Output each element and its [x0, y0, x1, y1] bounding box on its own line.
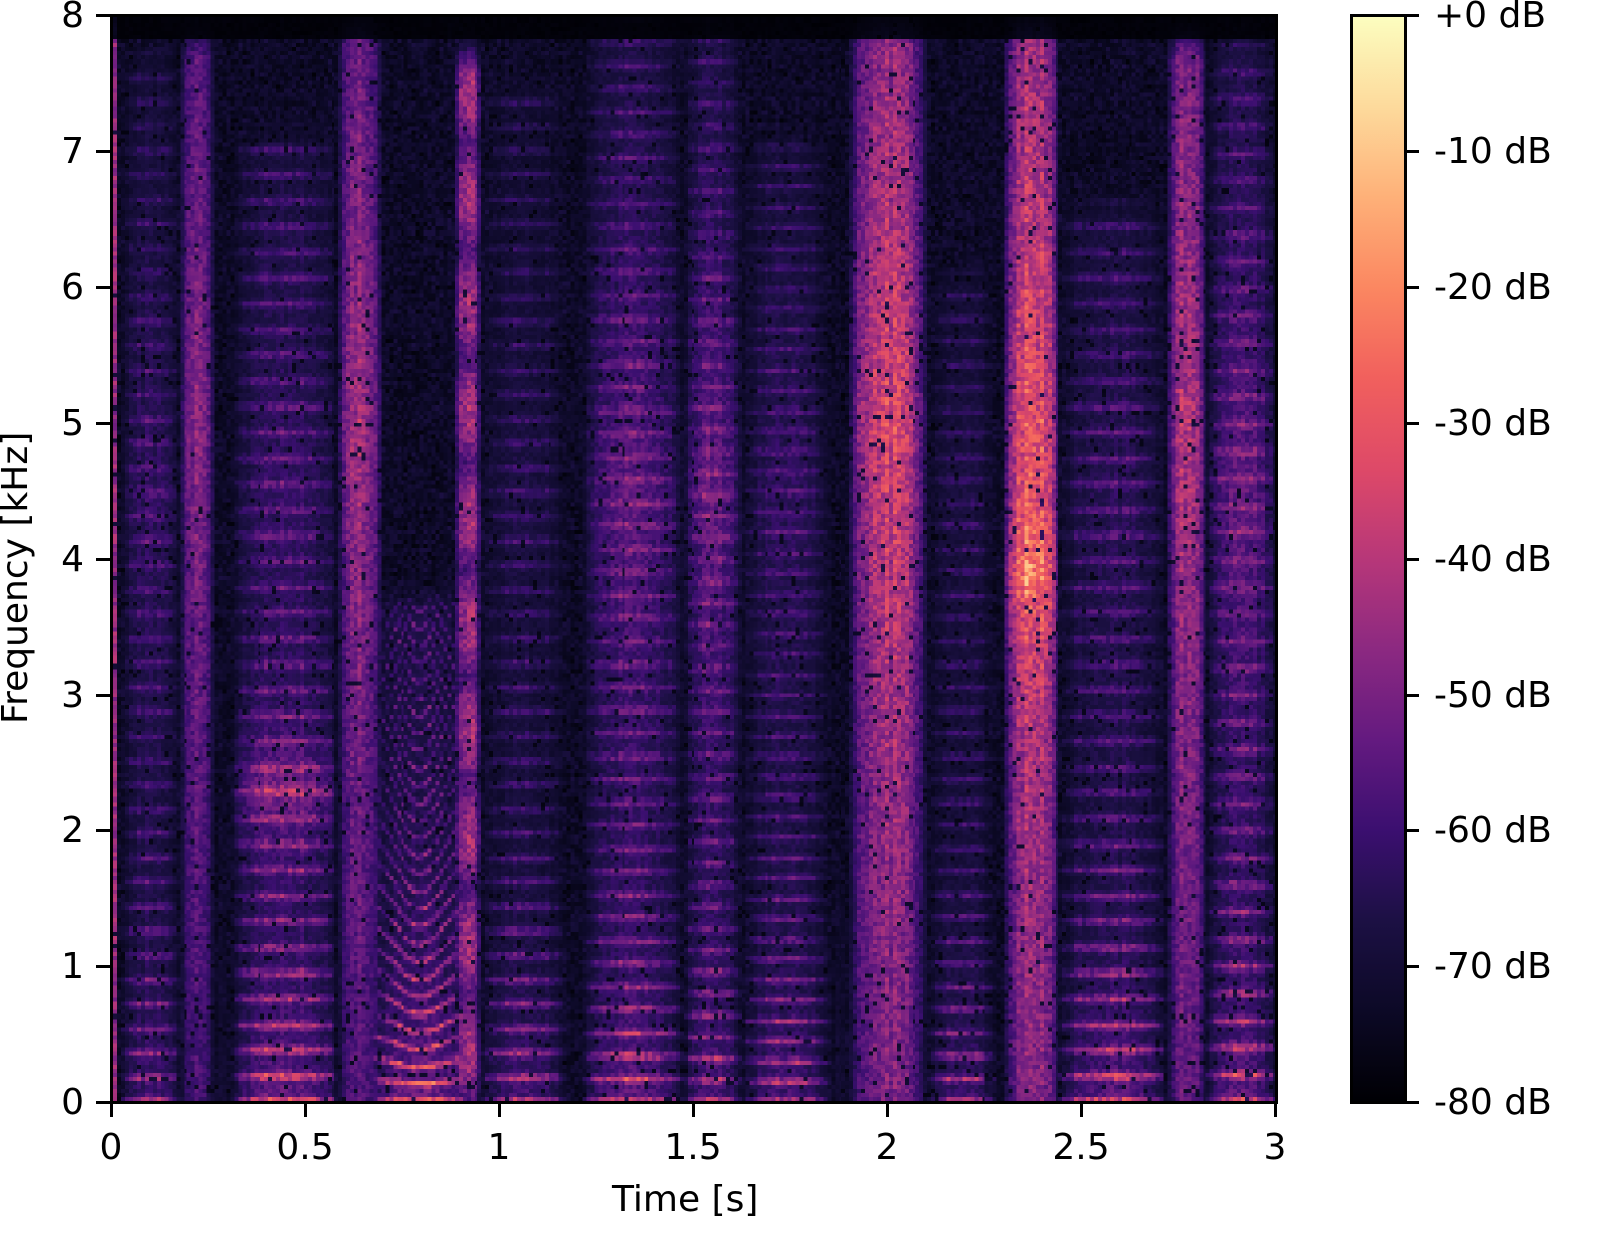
y-tick-label: 4 — [61, 539, 84, 580]
colorbar-tick-label: -30 dB — [1434, 403, 1552, 444]
x-tick — [304, 1103, 307, 1117]
y-tick — [96, 422, 110, 425]
y-tick-label: 6 — [61, 267, 84, 308]
y-tick — [96, 286, 110, 289]
colorbar-tick — [1405, 965, 1419, 968]
x-tick-label: 2.5 — [1052, 1127, 1110, 1168]
x-tick — [692, 1103, 695, 1117]
spectrogram-heatmap — [113, 17, 1275, 1101]
colorbar-tick-label: -20 dB — [1434, 267, 1552, 308]
y-tick-label: 7 — [61, 131, 84, 172]
colorbar-tick — [1405, 286, 1419, 289]
y-tick-label: 1 — [61, 946, 84, 987]
x-tick-label: 0.5 — [276, 1127, 334, 1168]
y-tick-label: 3 — [61, 675, 84, 716]
colorbar-tick — [1405, 14, 1419, 17]
y-axis-label: Frequency [kHz] — [0, 431, 36, 724]
colorbar-tick — [1405, 1101, 1419, 1104]
colorbar-tick-label: -70 dB — [1434, 946, 1552, 987]
colorbar-tick — [1405, 829, 1419, 832]
x-tick-label: 3 — [1263, 1127, 1287, 1168]
x-tick — [1080, 1103, 1083, 1117]
x-tick-label: 0 — [99, 1127, 123, 1168]
colorbar-tick-label: -80 dB — [1434, 1082, 1552, 1123]
y-tick-label: 5 — [61, 403, 84, 444]
x-tick-label: 1.5 — [664, 1127, 722, 1168]
y-tick — [96, 965, 110, 968]
x-tick-label: 1 — [487, 1127, 511, 1168]
y-tick — [96, 14, 110, 17]
colorbar-tick-label: -40 dB — [1434, 539, 1552, 580]
colorbar-tick-label: -60 dB — [1434, 810, 1552, 851]
colorbar-tick-label: -10 dB — [1434, 131, 1552, 172]
colorbar — [1350, 14, 1407, 1104]
x-axis-label: Time [s] — [612, 1179, 759, 1220]
colorbar-tick — [1405, 422, 1419, 425]
colorbar-tick — [1405, 150, 1419, 153]
y-tick-label: 8 — [61, 0, 84, 36]
y-tick-label: 0 — [61, 1082, 84, 1123]
y-tick — [96, 150, 110, 153]
x-tick — [498, 1103, 501, 1117]
colorbar-tick — [1405, 558, 1419, 561]
colorbar-tick-label: -50 dB — [1434, 675, 1552, 716]
y-tick — [96, 829, 110, 832]
x-tick — [886, 1103, 889, 1117]
y-tick-label: 2 — [61, 810, 84, 851]
colorbar-tick-label: +0 dB — [1434, 0, 1547, 36]
colorbar-tick — [1405, 694, 1419, 697]
y-tick — [96, 558, 110, 561]
y-tick — [96, 1101, 110, 1104]
spectrogram-plot-area — [110, 14, 1278, 1104]
x-tick-label: 2 — [875, 1127, 899, 1168]
x-tick — [1274, 1103, 1277, 1117]
x-tick — [110, 1103, 113, 1117]
y-tick — [96, 694, 110, 697]
